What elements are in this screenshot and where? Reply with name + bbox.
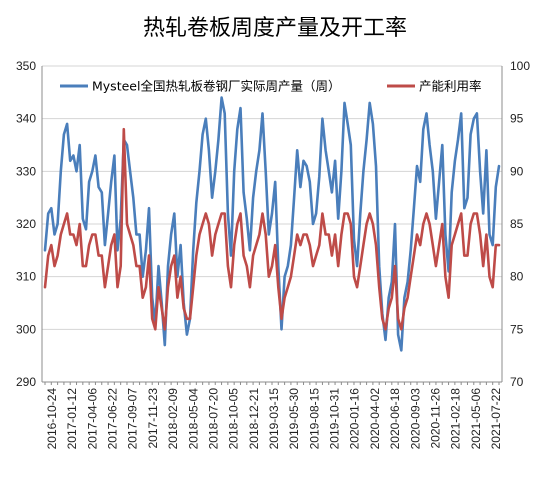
y-right-tick-label: 95 <box>510 112 524 126</box>
y-right-tick-label: 85 <box>510 217 524 231</box>
x-tick-label: 2020-06-18 <box>388 388 402 450</box>
chart-title: 热轧卷板周度产量及开工率 <box>143 16 407 41</box>
x-tick-label: 2018-07-20 <box>206 388 220 450</box>
x-tick-label: 2021-05-06 <box>469 388 483 450</box>
x-tick-label: 2020-11-26 <box>428 388 442 449</box>
x-tick-label: 2019-05-30 <box>287 388 301 450</box>
y-left-tick-label: 320 <box>16 217 36 231</box>
x-tick-label: 2017-01-12 <box>65 388 79 450</box>
y-right-tick-label: 80 <box>510 270 524 284</box>
x-tick-label: 2017-11-23 <box>146 388 160 449</box>
x-tick-label: 2018-02-09 <box>166 388 180 450</box>
y-right-tick-label: 75 <box>510 322 524 336</box>
series-layer <box>43 96 501 352</box>
legend-label-production: Mysteel全国热轧板卷钢厂实际周产量（周） <box>92 79 340 94</box>
x-tick-label: 2017-04-06 <box>85 388 99 450</box>
x-tick-label: 2018-05-04 <box>186 388 200 450</box>
y-right-tick-label: 90 <box>510 164 524 178</box>
x-tick-label: 2018-12-21 <box>247 388 261 450</box>
y-left-tick-label: 310 <box>16 270 36 284</box>
y-left-tick-label: 350 <box>16 59 36 73</box>
grid-layer <box>42 65 502 330</box>
x-tick-label: 2019-03-15 <box>267 388 281 450</box>
legend-label-utilization: 产能利用率 <box>419 79 482 94</box>
x-tick-label: 2019-08-15 <box>307 388 321 450</box>
x-tick-label: 2018-10-05 <box>227 388 241 450</box>
legend: Mysteel全国热轧板卷钢厂实际周产量（周） 产能利用率 <box>60 79 482 94</box>
y-right-tick-label: 70 <box>510 375 524 389</box>
y-right-tick-label: 100 <box>510 59 530 73</box>
x-tick-label: 2020-04-02 <box>368 388 382 450</box>
x-tick-label: 2020-01-16 <box>348 388 362 450</box>
axis-layer: 290 300 310 320 330 340 350 70 75 80 85 90 95 100 2016… <box>16 59 530 449</box>
x-tick-label: 2017-06-22 <box>106 388 120 450</box>
x-tick-label: 2017-09-07 <box>126 388 140 450</box>
x-tick-label: 2021-07-22 <box>489 388 503 450</box>
series-line-utilization <box>43 127 501 331</box>
y-left-tick-label: 340 <box>16 112 36 126</box>
x-tick-label: 2019-10-31 <box>328 388 342 450</box>
x-tick-label: 2021-02-18 <box>449 388 463 450</box>
x-tick-label: 2020-09-03 <box>408 388 422 450</box>
y-left-tick-label: 330 <box>16 164 36 178</box>
y-left-tick-label: 290 <box>16 375 36 389</box>
x-tick-label: 2016-10-24 <box>45 388 59 450</box>
y-left-tick-label: 300 <box>16 322 36 336</box>
